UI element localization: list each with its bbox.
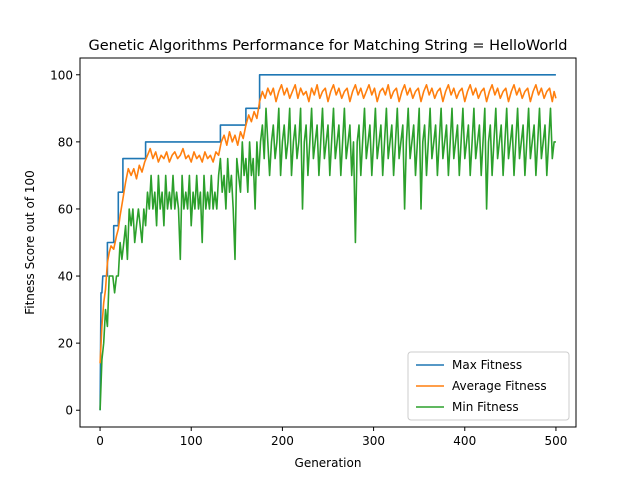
legend-label-average: Average Fitness [452,379,547,393]
legend-box [407,351,570,421]
y-tick-label: 100 [50,68,73,82]
x-tick-label: 400 [453,434,476,448]
y-axis-label: Fitness Score out of 100 [23,170,37,315]
x-tick-label: 100 [180,434,203,448]
legend-label-max: Max Fitness [452,358,522,372]
x-axis-label: Generation [295,456,362,470]
series-layer [99,74,557,411]
legend-label-min: Min Fitness [452,400,519,414]
chart-title: Genetic Algorithms Performance for Match… [88,38,567,54]
x-tick-label: 200 [271,434,294,448]
series-line-min-fitness [99,107,556,411]
y-tick-label: 0 [65,404,73,418]
y-tick-label: 40 [58,270,73,284]
x-tick-label: 500 [544,434,567,448]
legend: Max Fitness Average Fitness Min Fitness [407,351,570,421]
y-tick-label: 60 [58,202,73,216]
y-tick-label: 80 [58,135,73,149]
y-axis: 0 20 40 60 80 100 [50,68,80,418]
series-line-average-fitness [99,84,557,364]
series-line-max-fitness [99,74,556,411]
x-tick-label: 300 [362,434,385,448]
y-tick-label: 20 [58,337,73,351]
x-axis: 0 100 200 300 400 500 [96,427,567,448]
plot-frame [79,57,577,428]
x-tick-label: 0 [96,434,104,448]
